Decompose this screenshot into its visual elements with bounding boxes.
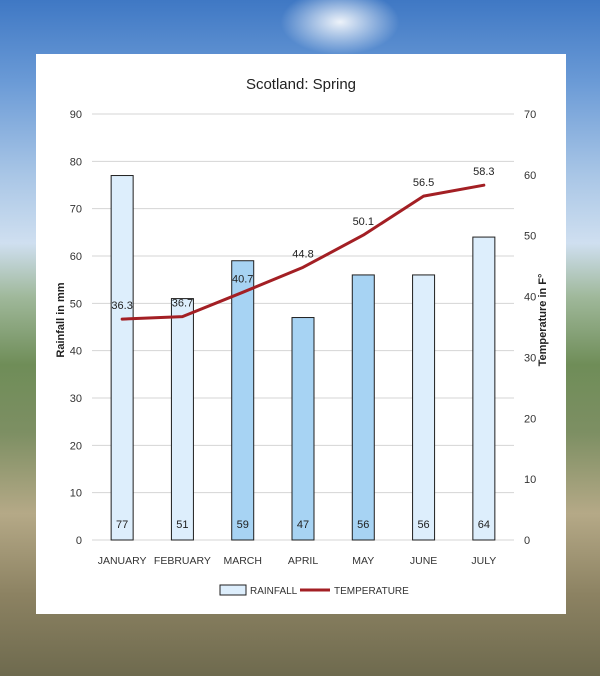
y-tick-label: 30 bbox=[70, 393, 82, 405]
temperature-value-label: 44.8 bbox=[292, 248, 313, 260]
y-tick-label: 70 bbox=[70, 204, 82, 216]
rainfall-bar bbox=[110, 175, 134, 541]
y2-tick-label: 70 bbox=[524, 109, 536, 121]
y-tick-label: 60 bbox=[70, 251, 82, 263]
y2-axis-title: Temperature in F° bbox=[537, 274, 549, 367]
x-tick-label: FEBRUARY bbox=[154, 555, 211, 567]
legend-temperature-label: TEMPERATURE bbox=[334, 586, 409, 597]
chart-title: Scotland: Spring bbox=[246, 76, 356, 93]
temperature-value-label: 50.1 bbox=[353, 216, 374, 228]
y2-tick-label: 0 bbox=[524, 535, 530, 547]
rainfall-value-label: 77 bbox=[116, 519, 128, 531]
x-tick-label: MAY bbox=[352, 555, 374, 567]
chart-card: Scotland: Spring 77 51 59 47 56 56 64 36.3 36.7 4… bbox=[36, 54, 566, 614]
rainfall-bar bbox=[291, 317, 315, 541]
temperature-value-label: 58.3 bbox=[473, 166, 494, 178]
x-tick-label: APRIL bbox=[288, 555, 319, 567]
y-tick-label: 80 bbox=[70, 156, 82, 168]
y2-tick-label: 50 bbox=[524, 231, 536, 243]
rainfall-bar bbox=[351, 274, 375, 541]
rainfall-value-label: 51 bbox=[176, 519, 188, 531]
y2-tick-label: 20 bbox=[524, 413, 536, 425]
temperature-value-label: 40.7 bbox=[232, 273, 253, 285]
rainfall-value-label: 56 bbox=[417, 519, 429, 531]
y2-tick-label: 60 bbox=[524, 170, 536, 182]
x-tick-label: JULY bbox=[471, 555, 496, 567]
y-tick-label: 0 bbox=[76, 535, 82, 547]
temperature-line bbox=[120, 183, 486, 321]
chart-svg: Scotland: Spring 77 51 59 47 56 56 64 36.3 36.7 4… bbox=[55, 76, 549, 597]
background-cloud bbox=[280, 0, 400, 55]
legend-rainfall-swatch bbox=[219, 584, 247, 596]
temperature-value-label: 36.3 bbox=[111, 300, 132, 312]
rainfall-value-label: 64 bbox=[478, 519, 490, 531]
y2-tick-label: 40 bbox=[524, 292, 536, 304]
x-tick-label: JUNE bbox=[410, 555, 437, 567]
rainfall-value-label: 56 bbox=[357, 519, 369, 531]
legend-rainfall-label: RAINFALL bbox=[250, 586, 298, 597]
y-tick-label: 40 bbox=[70, 346, 82, 358]
temperature-value-label: 36.7 bbox=[172, 298, 193, 310]
rainfall-value-label: 47 bbox=[297, 519, 309, 531]
temperature-value-label: 56.5 bbox=[413, 177, 434, 189]
y-tick-label: 10 bbox=[70, 488, 82, 500]
rainfall-value-label: 59 bbox=[237, 519, 249, 531]
y-axis-title: Rainfall in mm bbox=[55, 282, 67, 357]
x-tick-label: MARCH bbox=[223, 555, 262, 567]
rainfall-bar bbox=[231, 260, 255, 541]
rainfall-bar bbox=[472, 236, 496, 541]
rainfall-bar bbox=[412, 274, 436, 541]
y-tick-label: 90 bbox=[70, 109, 82, 121]
y2-tick-label: 10 bbox=[524, 474, 536, 486]
y-tick-label: 50 bbox=[70, 298, 82, 310]
rainfall-bar bbox=[170, 298, 194, 541]
y2-tick-label: 30 bbox=[524, 352, 536, 364]
y-tick-label: 20 bbox=[70, 440, 82, 452]
x-tick-label: JANUARY bbox=[98, 555, 147, 567]
